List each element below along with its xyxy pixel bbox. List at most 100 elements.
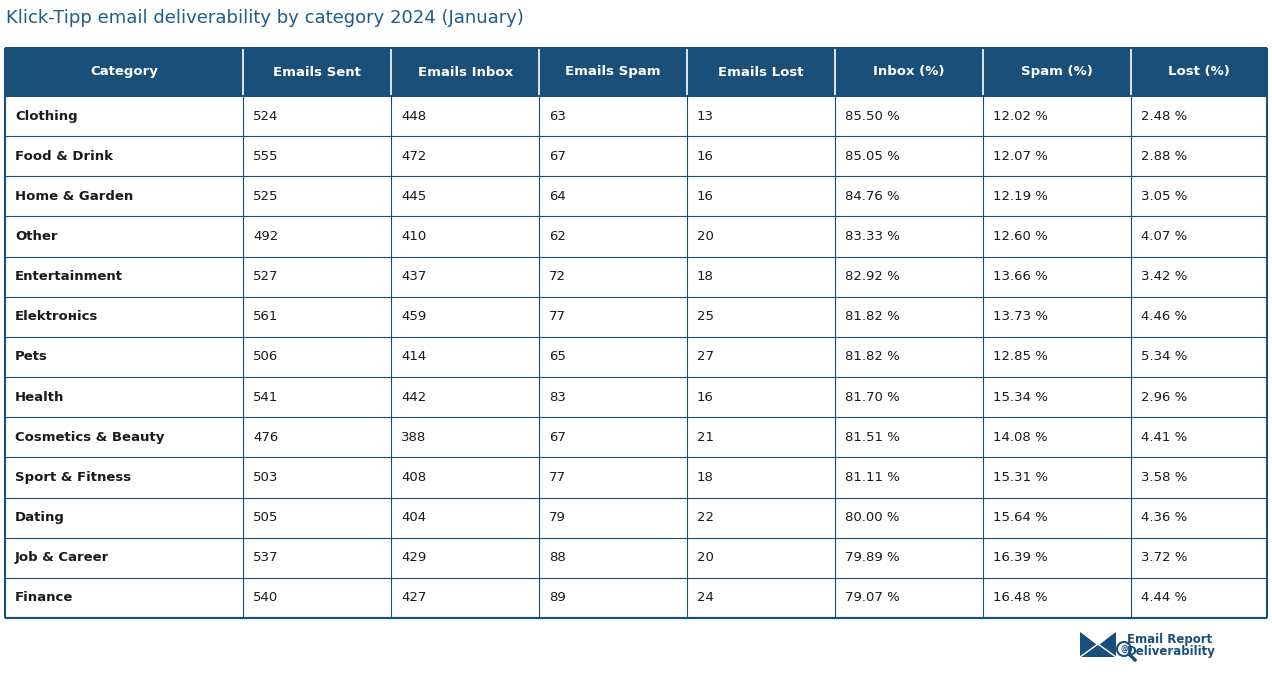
Text: 459: 459	[401, 310, 426, 323]
Text: 16.48 %: 16.48 %	[992, 591, 1047, 604]
Text: 82.92 %: 82.92 %	[845, 270, 899, 283]
Text: Other: Other	[15, 230, 57, 243]
Bar	[5, 377, 1267, 418]
Text: 541: 541	[253, 391, 279, 404]
Text: 3.05 %: 3.05 %	[1141, 190, 1187, 203]
Text: 83.33 %: 83.33 %	[845, 230, 899, 243]
Text: 79.07 %: 79.07 %	[845, 591, 899, 604]
Text: 25: 25	[697, 310, 714, 323]
Text: 79.89 %: 79.89 %	[845, 551, 899, 564]
Text: 14.08 %: 14.08 %	[992, 431, 1047, 444]
Bar	[5, 136, 1267, 176]
Text: 16.39 %: 16.39 %	[992, 551, 1047, 564]
Text: 22: 22	[697, 511, 714, 524]
Text: 4.46 %: 4.46 %	[1141, 310, 1187, 323]
Text: 540: 540	[253, 591, 279, 604]
Text: Emails Inbox: Emails Inbox	[417, 65, 513, 79]
Text: 89: 89	[550, 591, 566, 604]
Text: 15.31 %: 15.31 %	[992, 471, 1048, 484]
Text: 388: 388	[401, 431, 426, 444]
Text: 12.02 %: 12.02 %	[992, 110, 1048, 123]
Text: 3.58 %: 3.58 %	[1141, 471, 1187, 484]
Text: 442: 442	[401, 391, 426, 404]
Text: 16: 16	[697, 150, 714, 163]
Text: 20: 20	[697, 551, 714, 564]
Text: Emails Spam: Emails Spam	[565, 65, 661, 79]
Text: 18: 18	[697, 471, 714, 484]
Text: 27: 27	[697, 351, 714, 364]
Text: 16: 16	[697, 391, 714, 404]
Bar	[5, 48, 1267, 96]
Text: 81.11 %: 81.11 %	[845, 471, 899, 484]
Text: 79: 79	[550, 511, 566, 524]
Text: Sport & Fitness: Sport & Fitness	[15, 471, 131, 484]
Text: 81.82 %: 81.82 %	[845, 310, 899, 323]
Text: 62: 62	[550, 230, 566, 243]
Text: 476: 476	[253, 431, 279, 444]
Text: 77: 77	[550, 310, 566, 323]
Text: 15.64 %: 15.64 %	[992, 511, 1047, 524]
Bar	[5, 297, 1267, 337]
Text: 4.41 %: 4.41 %	[1141, 431, 1187, 444]
Text: Cosmetics & Beauty: Cosmetics & Beauty	[15, 431, 164, 444]
Circle shape	[1117, 642, 1131, 656]
Text: 81.70 %: 81.70 %	[845, 391, 899, 404]
Text: 18: 18	[697, 270, 714, 283]
Bar	[5, 96, 1267, 136]
Text: 13: 13	[697, 110, 714, 123]
Text: 537: 537	[253, 551, 279, 564]
Text: 4.44 %: 4.44 %	[1141, 591, 1187, 604]
Text: 503: 503	[253, 471, 279, 484]
Text: 2.88 %: 2.88 %	[1141, 150, 1187, 163]
Text: 72: 72	[550, 270, 566, 283]
Text: 85.05 %: 85.05 %	[845, 150, 899, 163]
Text: 2.96 %: 2.96 %	[1141, 391, 1187, 404]
Text: Clothing: Clothing	[15, 110, 78, 123]
Text: 506: 506	[253, 351, 279, 364]
Text: 429: 429	[401, 551, 426, 564]
Text: Category: Category	[90, 65, 158, 79]
Bar	[1080, 631, 1116, 657]
Text: Emails Lost: Emails Lost	[719, 65, 804, 79]
Text: Entertainment: Entertainment	[15, 270, 123, 283]
Text: 12.07 %: 12.07 %	[992, 150, 1048, 163]
Text: Home & Garden: Home & Garden	[15, 190, 134, 203]
Bar	[5, 537, 1267, 578]
Text: 3.72 %: 3.72 %	[1141, 551, 1187, 564]
Text: 427: 427	[401, 591, 426, 604]
Text: Emails Sent: Emails Sent	[273, 65, 361, 79]
Text: 64: 64	[550, 190, 566, 203]
Text: 84.76 %: 84.76 %	[845, 190, 899, 203]
Text: 63: 63	[550, 110, 566, 123]
Text: 472: 472	[401, 150, 426, 163]
Text: 414: 414	[401, 351, 426, 364]
Text: Finance: Finance	[15, 591, 74, 604]
Text: 81.51 %: 81.51 %	[845, 431, 899, 444]
Text: Email Report: Email Report	[1127, 633, 1212, 646]
Text: 65: 65	[550, 351, 566, 364]
Text: 404: 404	[401, 511, 426, 524]
Text: Klick-Tipp email deliverability by category 2024 (January): Klick-Tipp email deliverability by categ…	[6, 9, 524, 27]
Text: 67: 67	[550, 431, 566, 444]
Text: @: @	[1121, 644, 1128, 653]
Text: 524: 524	[253, 110, 279, 123]
Bar	[5, 457, 1267, 497]
Text: Inbox (%): Inbox (%)	[873, 65, 945, 79]
Text: 445: 445	[401, 190, 426, 203]
Text: Lost (%): Lost (%)	[1168, 65, 1230, 79]
Text: 5.34 %: 5.34 %	[1141, 351, 1187, 364]
Text: 16: 16	[697, 190, 714, 203]
Text: 83: 83	[550, 391, 566, 404]
Bar	[5, 337, 1267, 377]
Text: 88: 88	[550, 551, 566, 564]
Text: 20: 20	[697, 230, 714, 243]
Text: 448: 448	[401, 110, 426, 123]
Bar	[5, 578, 1267, 618]
Bar	[5, 176, 1267, 216]
Text: Health: Health	[15, 391, 65, 404]
Text: Elektrонics: Elektrонics	[15, 310, 98, 323]
Text: 561: 561	[253, 310, 279, 323]
Bar	[5, 418, 1267, 457]
Text: 12.85 %: 12.85 %	[992, 351, 1048, 364]
Text: 77: 77	[550, 471, 566, 484]
